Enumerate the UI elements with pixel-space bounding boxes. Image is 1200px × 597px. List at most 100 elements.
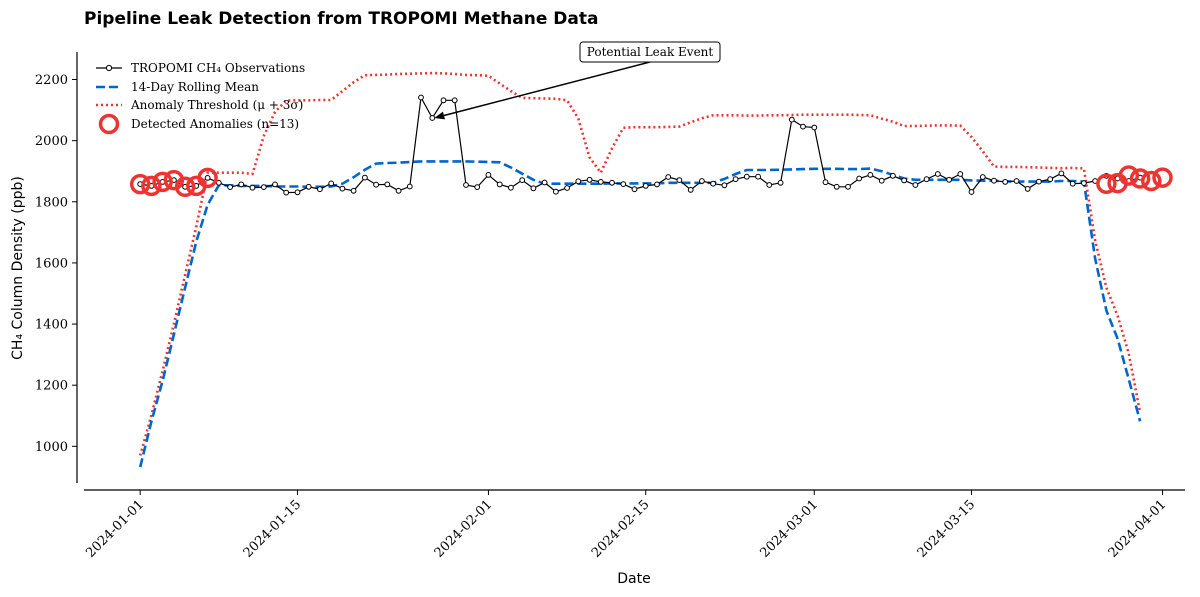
observation-point xyxy=(339,185,346,192)
observation-point xyxy=(227,184,234,191)
observation-point xyxy=(553,188,559,195)
observation-point xyxy=(1036,178,1042,185)
observation-point xyxy=(519,177,526,184)
legend-item-threshold: Anomaly Threshold (μ + 3σ) xyxy=(96,98,303,112)
y-tick-label: 1600 xyxy=(35,256,68,271)
legend-label-rolling-mean: 14-Day Rolling Mean xyxy=(131,80,259,94)
observation-point xyxy=(249,184,256,191)
observation-point xyxy=(429,115,436,121)
observation-point xyxy=(1069,180,1076,187)
anomaly-marker xyxy=(152,171,173,193)
observation-point xyxy=(631,186,638,193)
rolling-mean-line xyxy=(138,160,1142,468)
observation-point xyxy=(957,171,964,177)
observation-point xyxy=(979,174,986,180)
observation-point xyxy=(362,174,368,181)
observation-point xyxy=(440,97,447,104)
observation-point xyxy=(923,176,930,183)
observation-point xyxy=(609,179,615,186)
observation-point xyxy=(946,176,952,183)
x-ticks: 2024-01-01 2024-01-15 2024-02-01 2024-02-15… xyxy=(83,490,1169,561)
annotation-arrowhead xyxy=(434,111,445,120)
observation-point xyxy=(968,189,975,195)
observation-point xyxy=(485,172,492,178)
x-tick-label: 2024-01-01 xyxy=(83,497,147,561)
anomaly-marker xyxy=(129,173,151,195)
anomaly-marker xyxy=(1129,168,1151,189)
observation-point xyxy=(597,179,604,185)
plot-area xyxy=(129,71,1173,468)
x-tick-label: 2024-02-01 xyxy=(432,497,496,561)
leak-annotation: Potential Leak Event xyxy=(434,41,721,120)
x-tick-label: 2024-04-01 xyxy=(1106,497,1170,561)
observation-point xyxy=(755,173,761,180)
observations-series xyxy=(137,94,1143,196)
observation-point xyxy=(586,176,593,183)
legend: TROPOMI CH₄ Observations 14-Day Rolling … xyxy=(96,61,305,135)
observation-point xyxy=(878,177,885,184)
observation-point xyxy=(845,183,851,190)
observation-point xyxy=(699,178,705,184)
observation-point xyxy=(395,187,402,194)
anomaly-marker xyxy=(1141,170,1162,192)
observation-point xyxy=(451,97,458,104)
y-tick-label: 1400 xyxy=(35,318,68,333)
observation-point xyxy=(721,182,728,189)
threshold-line xyxy=(138,71,1142,456)
observation-point xyxy=(373,181,380,188)
legend-label-threshold: Anomaly Threshold (μ + 3σ) xyxy=(130,98,303,112)
observation-point xyxy=(867,172,874,178)
observation-point xyxy=(710,180,716,187)
observation-point xyxy=(384,181,391,188)
y-ticks: 1000 1200 1400 1600 1800 2000 2200 xyxy=(35,73,77,455)
observation-point xyxy=(934,171,941,177)
legend-item-anomalies: Detected Anomalies (n=13) xyxy=(98,113,299,135)
observation-point xyxy=(1047,176,1054,183)
observation-point xyxy=(418,94,424,101)
observation-point xyxy=(463,182,469,188)
observation-point xyxy=(204,175,211,181)
observation-point xyxy=(272,181,278,188)
observation-point xyxy=(676,177,683,184)
observation-point xyxy=(687,187,694,193)
y-tick-label: 1800 xyxy=(35,195,68,210)
anomaly-marker xyxy=(1152,167,1173,188)
observation-point xyxy=(833,183,840,190)
observation-point xyxy=(654,181,660,188)
chart-title: Pipeline Leak Detection from TROPOMI Met… xyxy=(84,9,598,29)
observation-point xyxy=(350,187,357,194)
observation-point xyxy=(406,183,413,190)
observation-point xyxy=(788,116,795,123)
observation-point xyxy=(474,184,481,191)
observation-point xyxy=(294,189,301,196)
threshold-series xyxy=(138,71,1142,456)
observation-point xyxy=(743,173,750,180)
annotation-label: Potential Leak Event xyxy=(587,45,714,59)
observation-point xyxy=(317,186,323,193)
annotation-arrow xyxy=(443,61,651,117)
anomaly-markers xyxy=(129,165,1173,198)
observation-point xyxy=(901,177,907,184)
y-axis-label: CH₄ Column Density (ppb) xyxy=(10,176,26,360)
observation-point xyxy=(665,174,672,180)
observation-point xyxy=(1024,186,1031,192)
anomaly-marker xyxy=(174,176,196,198)
observation-point xyxy=(530,185,537,192)
observation-point xyxy=(305,183,312,190)
observation-point xyxy=(1081,180,1087,187)
legend-item-observations: TROPOMI CH₄ Observations xyxy=(96,61,305,75)
y-tick-label: 1000 xyxy=(35,440,68,455)
x-tick-label: 2024-01-15 xyxy=(241,497,305,561)
observation-point xyxy=(890,172,896,179)
observation-point xyxy=(238,181,245,188)
y-tick-label: 2200 xyxy=(35,73,68,88)
observation-point xyxy=(912,182,919,188)
annotation-box xyxy=(579,41,721,63)
legend-label-observations: TROPOMI CH₄ Observations xyxy=(131,61,305,75)
observation-point xyxy=(822,179,829,186)
x-axis-label: Date xyxy=(617,571,650,587)
observation-point xyxy=(564,185,570,191)
observation-point xyxy=(541,179,548,186)
anomaly-marker xyxy=(197,167,218,189)
observation-point xyxy=(777,179,784,186)
